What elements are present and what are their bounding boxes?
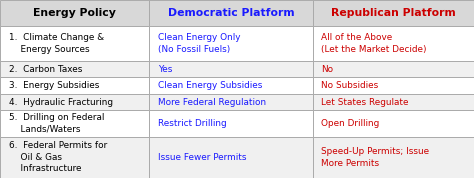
Text: 5.  Drilling on Federal
    Lands/Waters: 5. Drilling on Federal Lands/Waters [9,113,104,134]
Bar [149,110,313,137]
Text: Yes: Yes [158,65,172,74]
Bar [0,26,149,61]
Text: Speed-Up Permits; Issue
More Permits: Speed-Up Permits; Issue More Permits [321,147,429,168]
Bar [313,61,474,77]
Text: Clean Energy Only
(No Fossil Fuels): Clean Energy Only (No Fossil Fuels) [158,33,240,54]
Text: All of the Above
(Let the Market Decide): All of the Above (Let the Market Decide) [321,33,427,54]
Text: No: No [321,65,334,74]
Bar [313,110,474,137]
Text: Issue Fewer Permits: Issue Fewer Permits [158,153,246,162]
Bar [313,137,474,178]
Text: More Federal Regulation: More Federal Regulation [158,98,266,107]
Text: Democratic Platform: Democratic Platform [168,8,294,18]
Bar [149,94,313,110]
Bar [0,77,149,94]
Bar [313,0,474,26]
Bar [313,26,474,61]
Text: 3.  Energy Subsidies: 3. Energy Subsidies [9,81,99,90]
Text: Open Drilling: Open Drilling [321,119,380,128]
Text: 4.  Hydraulic Fracturing: 4. Hydraulic Fracturing [9,98,112,107]
Bar [313,94,474,110]
Text: Energy Policy: Energy Policy [33,8,116,18]
Text: Republican Platform: Republican Platform [331,8,456,18]
Text: 2.  Carbon Taxes: 2. Carbon Taxes [9,65,82,74]
Bar [0,137,149,178]
Text: Clean Energy Subsidies: Clean Energy Subsidies [158,81,262,90]
Bar [149,77,313,94]
Bar [149,137,313,178]
Bar [149,26,313,61]
Text: 6.  Federal Permits for
    Oil & Gas
    Infrastructure: 6. Federal Permits for Oil & Gas Infrast… [9,142,107,173]
Text: No Subsidies: No Subsidies [321,81,379,90]
Text: Restrict Drilling: Restrict Drilling [158,119,227,128]
Bar [0,94,149,110]
Text: Let States Regulate: Let States Regulate [321,98,409,107]
Bar [0,61,149,77]
Bar [313,77,474,94]
Bar [149,61,313,77]
Text: 1.  Climate Change &
    Energy Sources: 1. Climate Change & Energy Sources [9,33,104,54]
Bar [149,0,313,26]
Bar [0,110,149,137]
Bar [0,0,149,26]
